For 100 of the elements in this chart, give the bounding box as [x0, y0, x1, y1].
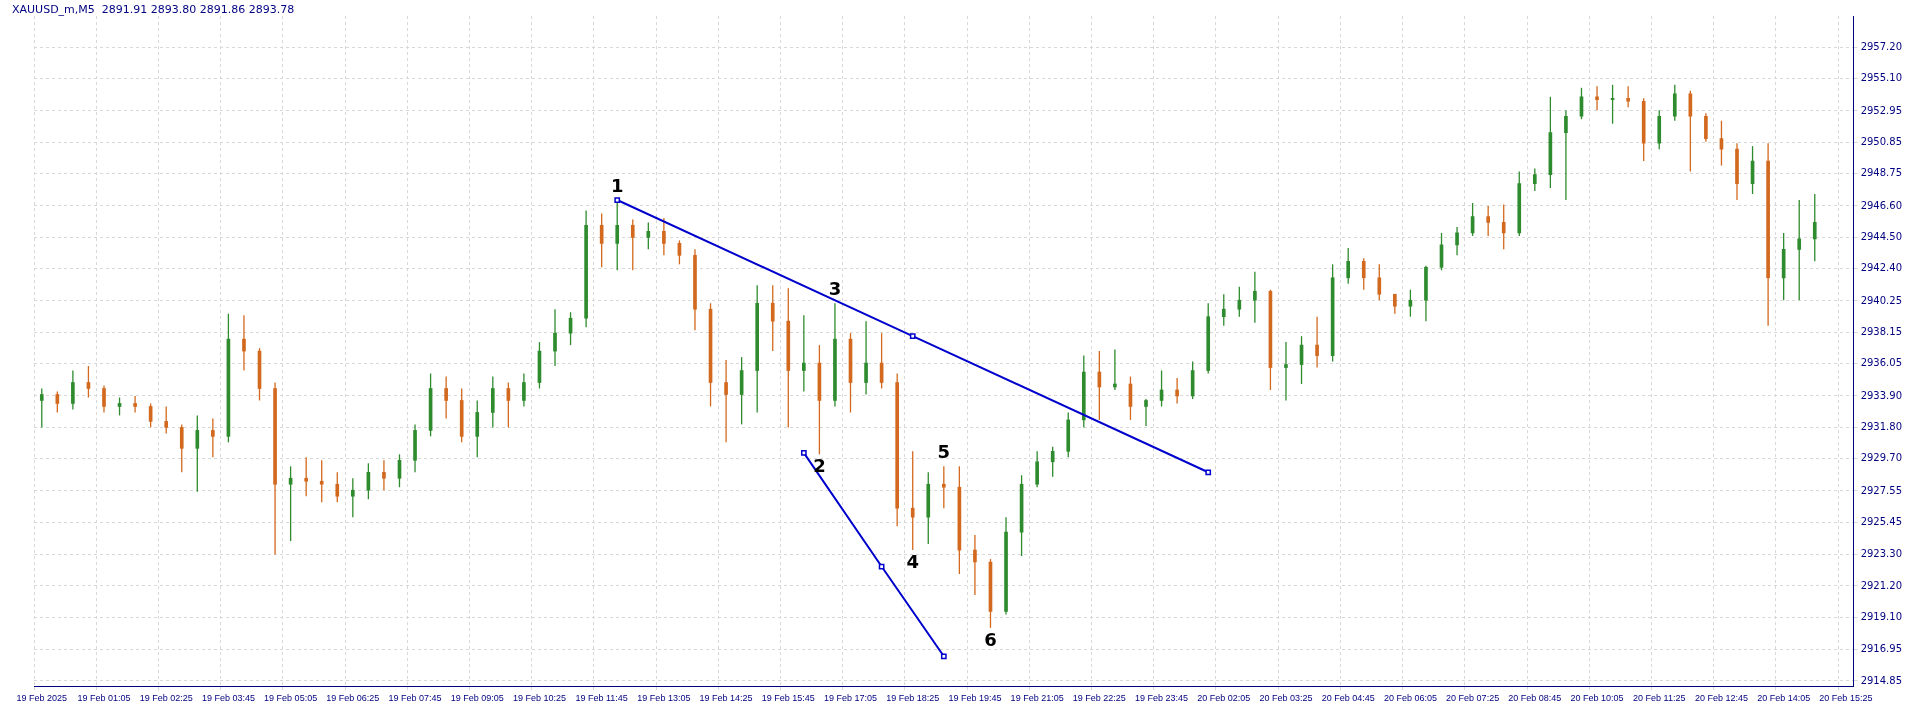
x-tick-label: 20 Feb 10:05	[1570, 693, 1624, 704]
y-tick-label: 2921.20	[1860, 579, 1903, 591]
candlestick	[646, 221, 651, 251]
candlestick	[1253, 271, 1257, 324]
candlestick	[335, 471, 340, 503]
x-tick-label: 20 Feb 14:05	[1757, 693, 1811, 704]
candlestick	[133, 395, 137, 414]
y-tick-label: 2940.25	[1860, 294, 1903, 306]
candlestick	[1221, 293, 1226, 327]
candlestick	[1175, 377, 1179, 405]
candlestick	[351, 477, 355, 518]
x-tick-label: 20 Feb 06:05	[1383, 693, 1437, 704]
candlestick	[1361, 257, 1366, 291]
y-tick-label: 2929.70	[1860, 452, 1903, 464]
y-tick-label: 2955.10	[1860, 72, 1903, 84]
candlestick	[522, 372, 526, 408]
candlestick	[1050, 446, 1055, 478]
candlestick	[71, 369, 75, 411]
x-tick-label: 19 Feb 23:45	[1135, 693, 1189, 704]
candlestick	[39, 387, 44, 429]
candlestick	[1486, 205, 1490, 237]
x-tick-label: 19 Feb 21:05	[1010, 693, 1064, 704]
candlestick	[941, 465, 946, 509]
candlestick	[724, 359, 728, 444]
x-tick-label: 19 Feb 06:25	[326, 693, 380, 704]
point	[800, 449, 807, 456]
candlestick	[1393, 293, 1397, 315]
y-tick-label: 2946.60	[1860, 199, 1903, 211]
x-tick-label: 19 Feb 14:25	[699, 693, 753, 704]
candlestick	[211, 417, 215, 458]
x-tick-label: 19 Feb 22:25	[1072, 693, 1126, 704]
chart-title: XAUUSD_m,M5 2891.91 2893.80 2891.86 2893.78	[12, 3, 295, 16]
point	[909, 333, 916, 340]
candlestick	[1672, 84, 1677, 122]
candlestick	[1532, 167, 1537, 192]
candlestick	[864, 320, 868, 396]
candlestick	[164, 405, 169, 435]
candlestick	[1704, 112, 1708, 143]
point	[614, 197, 621, 203]
x-tick-label: 20 Feb 03:25	[1259, 693, 1313, 704]
candlestick	[102, 384, 106, 414]
candlestick	[1237, 286, 1242, 318]
x-tick-label: 20 Feb 15:25	[1819, 693, 1873, 704]
x-tick-label: 19 Feb 10:25	[512, 693, 566, 704]
x-tick-label: 19 Feb 05:05	[264, 693, 318, 704]
x-tick-label: 20 Feb 08:45	[1508, 693, 1562, 704]
candlestick	[630, 218, 635, 271]
x-tick-label: 20 Feb 04:45	[1321, 693, 1375, 704]
y-tick-label: 2919.10	[1860, 610, 1903, 622]
y-tick-label: 2952.95	[1860, 104, 1903, 116]
x-tick-label: 19 Feb 11:45	[575, 693, 628, 704]
candlestick	[553, 308, 557, 367]
candlestick	[802, 314, 806, 393]
x-tick-label: 19 Feb 03:45	[201, 693, 255, 704]
y-tick-label: 2957.20	[1860, 41, 1903, 53]
candlestick	[1812, 193, 1817, 262]
candlestick	[1377, 263, 1382, 301]
x-tick-label: 19 Feb 09:05	[450, 693, 504, 704]
y-tick-label: 2931.80	[1860, 420, 1903, 432]
y-tick-label: 2950.85	[1860, 136, 1903, 147]
y-tick-label: 2936.05	[1860, 357, 1903, 369]
x-tick-label: 19 Feb 02:25	[139, 693, 193, 704]
candlestick	[973, 534, 977, 596]
candlestick	[1595, 85, 1599, 111]
x-tick-label: 19 Feb 2025	[16, 693, 68, 704]
x-tick-label: 19 Feb 13:05	[637, 693, 691, 704]
x-tick-label: 20 Feb 07:25	[1446, 693, 1500, 704]
candlestick	[1501, 203, 1506, 251]
candlestick	[1113, 348, 1117, 391]
candlestick	[1144, 398, 1148, 427]
x-tick-label: 19 Feb 18:25	[886, 693, 940, 704]
text: 5	[937, 440, 951, 462]
y-tick-label: 2944.50	[1860, 231, 1903, 242]
x-tick-label: 20 Feb 12:45	[1694, 693, 1748, 704]
y-tick-label: 2938.15	[1860, 325, 1903, 337]
candlestick	[1626, 85, 1630, 108]
candlestick	[444, 375, 448, 420]
y-tick-label: 2927.55	[1860, 484, 1903, 496]
x-tick-label: 19 Feb 15:45	[761, 693, 815, 704]
y-tick-label: 2914.85	[1860, 674, 1903, 686]
point	[940, 653, 947, 660]
candlestick	[55, 390, 60, 414]
candlestick	[242, 314, 246, 372]
y-tick-label: 2923.30	[1860, 548, 1903, 560]
x-tick-label: 20 Feb 11:25	[1633, 693, 1686, 704]
x-tick-label: 19 Feb 01:05	[77, 693, 131, 704]
candlestick	[1284, 341, 1288, 402]
text: 1	[610, 174, 624, 196]
x-tick-label: 20 Feb 02:05	[1197, 693, 1251, 704]
candlestick	[382, 459, 386, 491]
candlestick	[1035, 450, 1039, 488]
candlestick	[1455, 226, 1459, 257]
candlestick	[319, 459, 324, 503]
candlestick	[1346, 247, 1351, 285]
y-tick-label: 2925.45	[1860, 515, 1903, 527]
text: 3	[828, 277, 842, 299]
candlestick	[770, 284, 775, 352]
y-tick-label: 2933.90	[1860, 389, 1903, 401]
text: 4	[906, 550, 919, 572]
candlestick	[304, 456, 308, 497]
